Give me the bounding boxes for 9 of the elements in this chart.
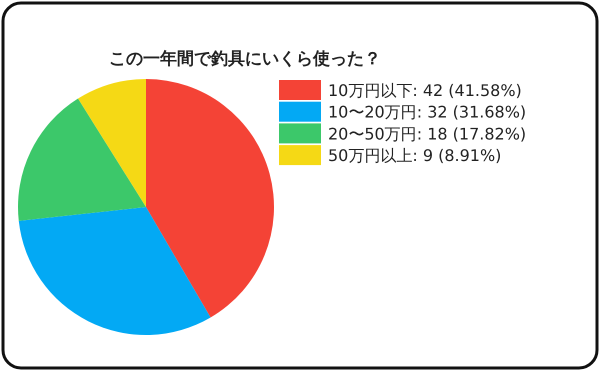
legend-label: 10万円以下: 42 (41.58%) <box>328 81 522 100</box>
pie-slice <box>146 79 274 318</box>
chart-title: この一年間で釣具にいくら使った？ <box>109 49 381 69</box>
legend-label: 10〜20万円: 32 (31.68%) <box>328 102 526 122</box>
legend-label: 20〜50万円: 18 (17.82%) <box>328 124 526 144</box>
pie-slice <box>78 79 146 207</box>
pie-slice <box>18 207 211 335</box>
legend-label: 50万円以上: 9 (8.91%) <box>328 146 502 166</box>
pie-slice <box>18 98 146 221</box>
